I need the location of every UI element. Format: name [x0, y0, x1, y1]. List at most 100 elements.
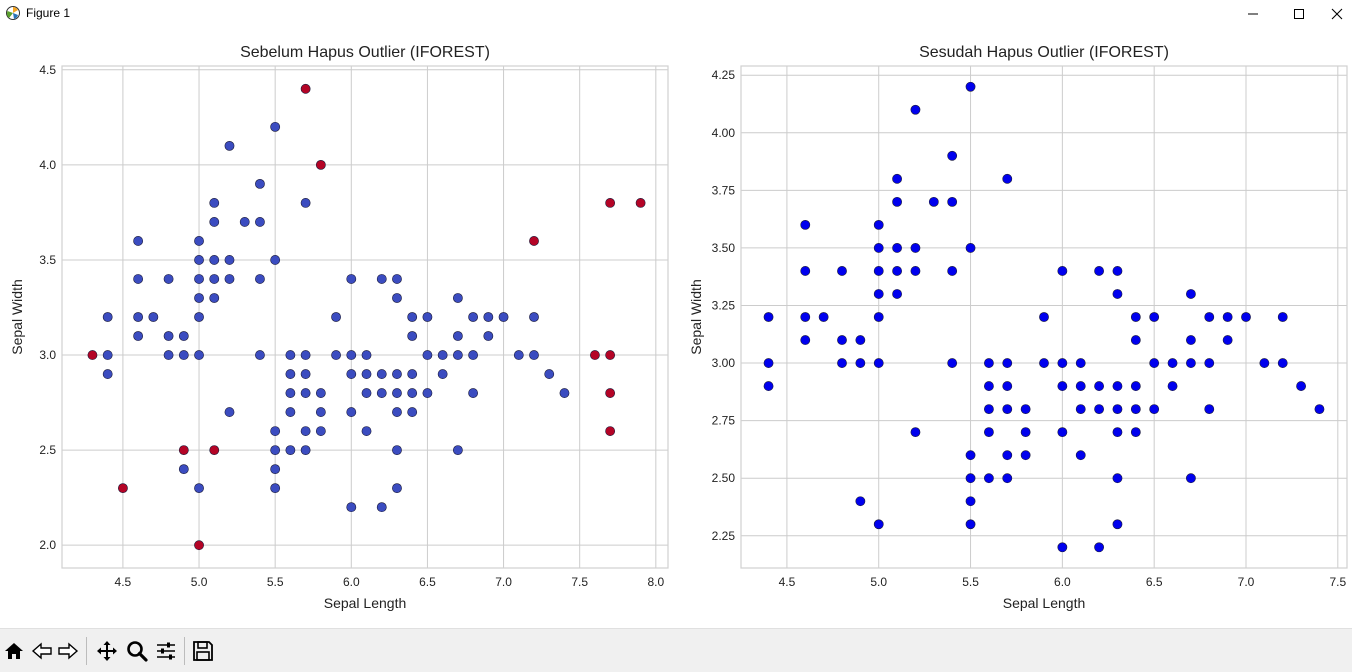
- window-title: Figure 1: [26, 6, 71, 20]
- forward-button[interactable]: [55, 638, 81, 664]
- x-tick-label: 6.0: [343, 575, 360, 589]
- pan-button[interactable]: [94, 638, 120, 664]
- x-tick-label: 7.0: [1238, 575, 1255, 589]
- data-point-inlier: [209, 217, 220, 227]
- data-point-outlier: [315, 159, 326, 170]
- data-point-inlier: [910, 266, 921, 276]
- data-point-inlier: [1057, 381, 1068, 391]
- x-tick-label: 6.5: [1146, 575, 1163, 589]
- data-point-inlier: [1222, 335, 1233, 345]
- data-point-inlier: [800, 312, 811, 322]
- data-point-inlier: [984, 473, 994, 484]
- x-axis-label-before: Sepal Length: [324, 595, 407, 611]
- data-point-inlier: [102, 312, 113, 322]
- data-point-inlier: [1167, 358, 1178, 368]
- home-button[interactable]: [1, 638, 27, 664]
- data-point-inlier: [194, 312, 204, 322]
- data-point-inlier: [1002, 381, 1013, 391]
- data-point-inlier: [346, 274, 357, 284]
- save-button[interactable]: [190, 638, 216, 664]
- data-point-outlier: [605, 198, 616, 208]
- data-point-outlier: [87, 350, 98, 360]
- home-icon: [5, 643, 23, 659]
- data-point-inlier: [1130, 404, 1141, 415]
- data-point-outlier: [605, 350, 616, 360]
- data-point-inlier: [194, 236, 204, 246]
- data-point-inlier: [1075, 358, 1086, 368]
- data-point-inlier: [965, 519, 976, 530]
- chart-after: 4.5 5.0 5.5 6.0 6.5 7.0 7.5 2.25 2.50 2.75 3.00 3.2…: [688, 44, 1348, 611]
- data-point-inlier: [224, 140, 235, 151]
- data-point-inlier: [1075, 404, 1086, 415]
- data-point-inlier: [255, 217, 265, 227]
- data-point-inlier: [529, 350, 539, 360]
- data-point-inlier: [285, 407, 296, 417]
- data-point-inlier: [407, 312, 418, 322]
- zoom-button[interactable]: [124, 638, 150, 664]
- data-point-inlier: [270, 464, 281, 475]
- figure-canvas[interactable]: 4.5 5.0 5.5 6.0 6.5 7.0 7.5 8.0 2.0 2.5 3.0 3.5 4.0 4…: [0, 28, 1352, 628]
- data-point-inlier: [1020, 404, 1031, 415]
- data-point-inlier: [1039, 358, 1049, 368]
- data-point-inlier: [376, 388, 387, 398]
- back-button[interactable]: [29, 638, 55, 664]
- data-point-inlier: [513, 350, 524, 360]
- data-point-inlier: [1057, 358, 1068, 368]
- data-point-inlier: [947, 266, 958, 276]
- data-point-inlier: [1149, 312, 1160, 322]
- x-tick-label: 7.5: [1329, 575, 1346, 589]
- data-point-inlier: [300, 369, 311, 379]
- data-point-inlier: [1259, 358, 1270, 368]
- data-point-inlier: [422, 388, 433, 398]
- data-point-inlier: [194, 350, 204, 360]
- configure-subplots-button[interactable]: [153, 638, 179, 664]
- data-point-inlier: [300, 350, 311, 360]
- y-axis-label-after: Sepal Width: [688, 279, 704, 354]
- data-point-inlier: [837, 335, 847, 345]
- data-point-inlier: [1277, 358, 1288, 368]
- data-point-inlier: [133, 312, 144, 322]
- data-point-inlier: [194, 483, 204, 494]
- data-point-inlier: [300, 426, 311, 436]
- data-point-inlier: [437, 369, 448, 379]
- data-point-inlier: [1296, 381, 1306, 391]
- data-point-inlier: [1204, 404, 1215, 415]
- data-point-inlier: [855, 358, 866, 368]
- data-point-inlier: [452, 445, 463, 456]
- data-point-inlier: [910, 427, 921, 438]
- x-axis-label-after: Sepal Length: [1003, 595, 1086, 611]
- data-point-inlier: [392, 293, 402, 303]
- data-point-inlier: [422, 312, 433, 322]
- data-point-inlier: [559, 388, 570, 398]
- close-button[interactable]: [1322, 0, 1352, 28]
- data-point-inlier: [800, 335, 811, 345]
- y-tick-label: 2.0: [39, 538, 56, 552]
- data-point-inlier: [1186, 289, 1196, 299]
- data-point-inlier: [300, 198, 311, 208]
- y-tick-label: 2.25: [712, 529, 736, 543]
- data-point-inlier: [270, 426, 281, 436]
- points-before: [87, 83, 646, 551]
- data-point-inlier: [270, 121, 281, 132]
- data-point-inlier: [133, 274, 144, 284]
- minimize-button[interactable]: [1230, 0, 1276, 28]
- data-point-inlier: [984, 358, 994, 368]
- data-point-inlier: [346, 502, 357, 513]
- data-point-inlier: [1186, 358, 1196, 368]
- data-point-inlier: [1130, 427, 1141, 438]
- pan-icon: [97, 641, 117, 661]
- maximize-button[interactable]: [1276, 0, 1322, 28]
- data-point-inlier: [209, 198, 220, 208]
- x-tick-label: 5.5: [962, 575, 979, 589]
- data-point-inlier: [255, 274, 265, 284]
- data-point-inlier: [544, 369, 555, 379]
- data-point-inlier: [1002, 173, 1013, 184]
- data-point-inlier: [1020, 427, 1031, 438]
- data-point-inlier: [1020, 450, 1031, 461]
- data-point-inlier: [194, 255, 204, 265]
- data-point-inlier: [178, 350, 189, 360]
- data-point-inlier: [800, 266, 811, 276]
- data-point-inlier: [1130, 312, 1141, 322]
- data-point-inlier: [892, 266, 902, 276]
- data-point-inlier: [1112, 266, 1123, 276]
